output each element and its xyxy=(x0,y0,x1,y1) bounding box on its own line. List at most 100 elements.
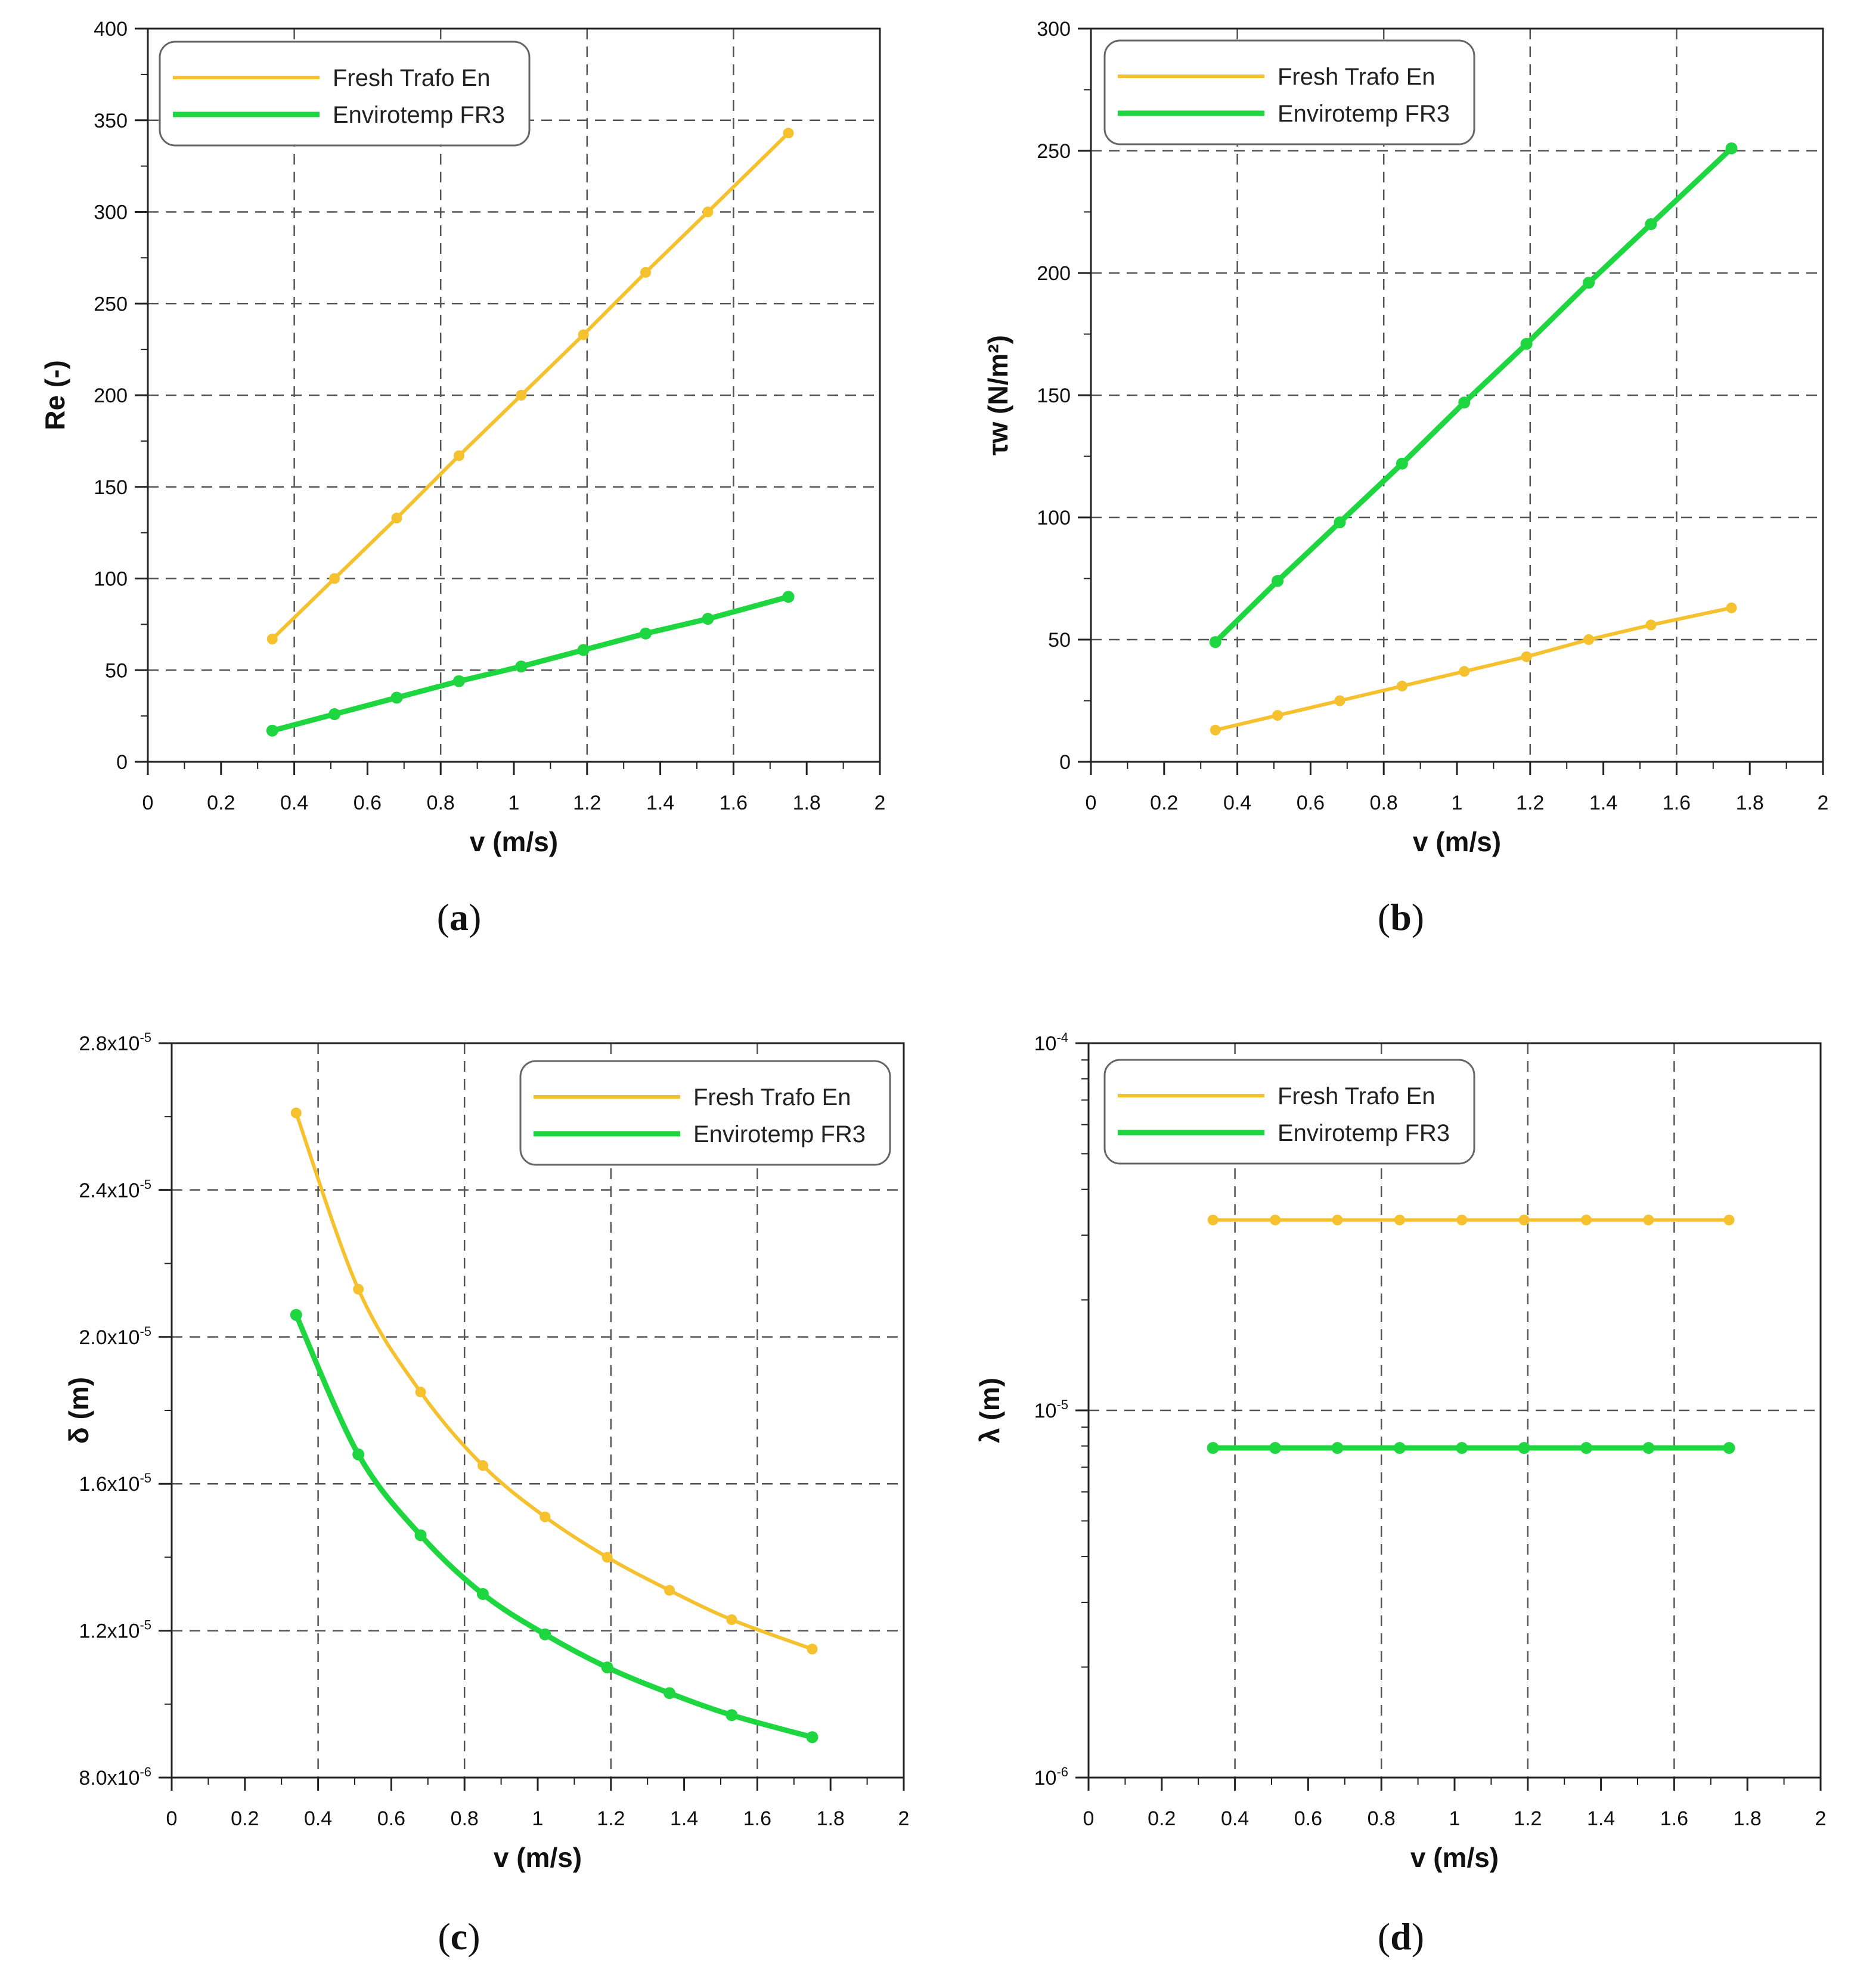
x-tick-label: 0.8 xyxy=(451,1807,479,1830)
x-tick-label: 0.6 xyxy=(377,1807,405,1830)
data-point xyxy=(702,613,714,625)
x-tick-label: 2 xyxy=(875,792,886,814)
data-point xyxy=(1581,1214,1592,1226)
data-point xyxy=(1272,575,1284,587)
data-point xyxy=(452,675,465,687)
data-point xyxy=(516,390,527,401)
data-point xyxy=(783,128,794,139)
y-tick-label: 2.8x10-5 xyxy=(79,1030,151,1055)
y-tick-label: 100 xyxy=(1037,507,1071,529)
data-point xyxy=(1207,1442,1219,1454)
x-tick-label: 0.4 xyxy=(304,1807,332,1830)
data-point xyxy=(353,1283,364,1295)
legend-label: Envirotemp FR3 xyxy=(693,1121,866,1147)
y-tick-label: 250 xyxy=(1037,140,1071,163)
legend-box xyxy=(159,41,531,147)
series-line-fresh-trafo-en xyxy=(294,1112,813,1651)
data-point xyxy=(1458,396,1471,409)
series-line-envirotemp-fr3 xyxy=(293,1314,813,1740)
x-tick-label: 1.4 xyxy=(670,1807,698,1830)
data-point xyxy=(1645,619,1657,631)
legend: Fresh Trafo En Envirotemp FR3 xyxy=(159,41,531,147)
y-tick-label: 150 xyxy=(1037,384,1071,407)
data-point xyxy=(391,513,402,524)
data-point xyxy=(1723,1214,1735,1226)
data-point xyxy=(1520,337,1533,350)
data-point xyxy=(702,206,714,218)
legend: Fresh Trafo En Envirotemp FR3 xyxy=(1103,39,1475,145)
y-axis-title: Re (-) xyxy=(39,360,70,430)
legend-label: Envirotemp FR3 xyxy=(1278,1120,1450,1146)
data-point xyxy=(1580,1442,1593,1454)
data-point xyxy=(1459,666,1470,677)
data-point xyxy=(640,266,652,278)
x-tick-label: 1.2 xyxy=(597,1807,625,1830)
data-point xyxy=(1583,277,1595,289)
data-point xyxy=(1583,634,1595,645)
data-point xyxy=(1334,516,1346,529)
data-point xyxy=(1272,710,1283,721)
data-point xyxy=(1269,1442,1282,1454)
data-point xyxy=(664,1584,675,1596)
legend-label: Fresh Trafo En xyxy=(333,65,491,91)
x-axis-title: v (m/s) xyxy=(1410,1842,1499,1873)
data-point xyxy=(578,329,589,340)
data-point xyxy=(1270,1214,1281,1226)
x-tick-label: 0.6 xyxy=(1297,792,1325,814)
data-point xyxy=(390,691,403,704)
legend-label: Fresh Trafo En xyxy=(1278,64,1435,90)
y-tick-label: 350 xyxy=(94,110,128,132)
x-tick-label: 1.8 xyxy=(793,792,821,814)
data-point xyxy=(540,1511,551,1522)
y-tick-label: 0 xyxy=(116,751,128,774)
x-tick-label: 1.6 xyxy=(743,1807,771,1830)
data-point xyxy=(453,450,464,461)
data-point xyxy=(1210,724,1221,736)
data-point xyxy=(1521,651,1532,662)
data-point xyxy=(577,644,590,656)
data-point xyxy=(290,1308,302,1321)
x-tick-label: 1.4 xyxy=(646,792,674,814)
y-tick-label: 50 xyxy=(105,659,128,682)
x-tick-label: 1.6 xyxy=(1660,1807,1688,1830)
legend-label: Envirotemp FR3 xyxy=(333,102,505,128)
y-tick-label: 50 xyxy=(1048,629,1071,652)
panel-caption: (d) xyxy=(1378,1915,1424,1958)
data-point xyxy=(515,660,528,673)
data-point xyxy=(782,591,795,603)
y-tick-label: 300 xyxy=(94,201,128,224)
x-tick-label: 0 xyxy=(142,792,154,814)
x-tick-label: 1.2 xyxy=(573,792,601,814)
data-point xyxy=(1723,1442,1735,1454)
y-tick-label: 10-5 xyxy=(1034,1397,1068,1422)
data-point xyxy=(476,1588,489,1600)
data-point xyxy=(640,627,652,640)
data-point xyxy=(1209,636,1221,649)
x-axis-title: v (m/s) xyxy=(1413,826,1501,857)
data-point xyxy=(266,724,278,737)
data-point xyxy=(328,708,341,721)
data-point xyxy=(414,1529,427,1542)
data-point xyxy=(807,1643,818,1655)
x-tick-label: 1.4 xyxy=(1587,1807,1615,1830)
data-point xyxy=(1394,1214,1405,1226)
x-tick-label: 1 xyxy=(1449,1807,1461,1830)
data-point xyxy=(663,1687,676,1699)
data-point xyxy=(1642,1442,1655,1454)
chart-b: 0 0.2 0.4 0.6 0.8 1 1.2 1.4 1.6 1.8 2 0 50 100 150 200 2… xyxy=(982,18,1828,938)
x-tick-label: 0.8 xyxy=(427,792,455,814)
y-tick-label: 2.4x10-5 xyxy=(79,1177,151,1202)
data-point xyxy=(1456,1214,1468,1226)
y-tick-label: 100 xyxy=(94,568,128,591)
x-tick-label: 1 xyxy=(532,1807,544,1830)
y-tick-label: 10-4 xyxy=(1034,1030,1068,1055)
data-point xyxy=(602,1552,613,1563)
y-tick-label: 300 xyxy=(1037,18,1071,41)
y-tick-label: 400 xyxy=(94,18,128,41)
legend-box xyxy=(1103,39,1475,145)
legend-label: Envirotemp FR3 xyxy=(1278,101,1450,127)
data-point xyxy=(352,1448,365,1460)
data-point xyxy=(1645,218,1657,230)
x-tick-label: 1.4 xyxy=(1589,792,1617,814)
x-axis-title: v (m/s) xyxy=(470,826,558,857)
